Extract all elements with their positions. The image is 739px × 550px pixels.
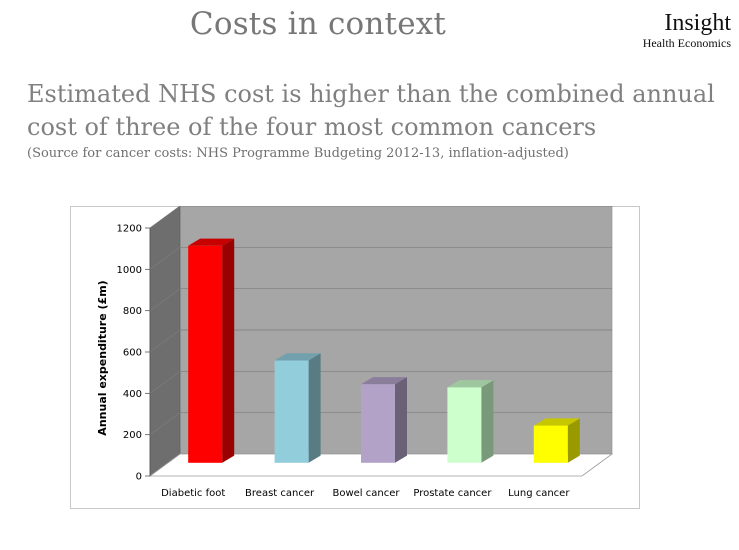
bar-top [188,238,235,246]
x-category-label: Prostate cancer [413,488,492,499]
bar-side [308,353,321,463]
x-category-label: Bowel cancer [333,488,401,499]
gridline [149,329,612,353]
y-tick-label: 0 [136,472,142,483]
y-axis-title: Annual expenditure (£m) [96,280,109,435]
x-category-label: Breast cancer [245,488,315,499]
bar-front [361,384,395,463]
chart-floor [148,453,614,477]
bar-front [274,360,309,463]
bar-bowel-cancer [361,377,407,463]
bar-side [567,418,580,463]
bar-side [222,238,235,463]
y-tick-label: 1200 [117,224,142,235]
bar-front [533,425,568,463]
gridline [149,370,612,394]
bar-side [481,380,494,463]
bar-lung-cancer [533,418,580,463]
bar-top [533,418,580,426]
bar-chart: 0 200 400 600 800 1000 1200 Diabetic foot Breas… [96,206,614,499]
bar-diabetic-foot [188,238,235,463]
gridline [149,206,612,229]
bar-front [447,387,482,463]
bar-front [188,245,223,463]
y-tick-label: 400 [123,389,142,400]
x-category-label: Diabetic foot [161,488,225,499]
y-tick-label: 200 [123,430,142,441]
headline: Estimated NHS cost is higher than the co… [27,80,715,141]
bar-top [361,377,407,385]
bar-prostate-cancer [447,380,494,463]
y-tick-label: 600 [123,348,142,359]
bar-top [274,353,321,361]
gridline [149,288,612,311]
slide-title: Costs in context [189,6,447,42]
company-logo: Insight Health Economics [643,10,731,50]
bar-top [447,380,494,388]
bar-breast-cancer [274,353,321,463]
gridline [149,246,612,270]
bar-side [395,377,407,463]
y-tick-label: 1000 [117,265,142,276]
logo-main-text: Insight [664,10,731,36]
y-tick-label: 800 [123,306,142,317]
logo-sub-text: Health Economics [642,36,731,50]
x-category-label: Lung cancer [508,488,570,499]
source-note: (Source for cancer costs: NHS Programme … [27,146,569,161]
